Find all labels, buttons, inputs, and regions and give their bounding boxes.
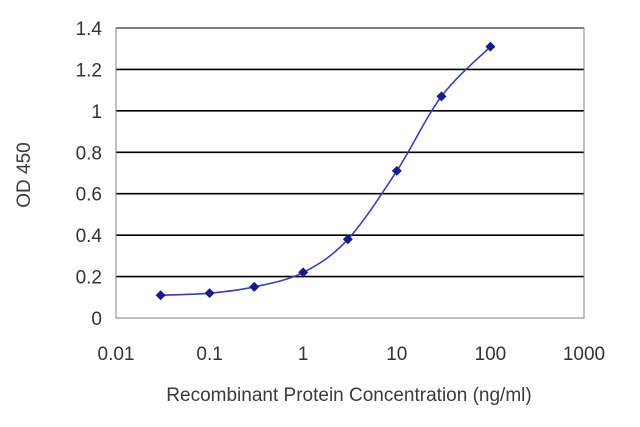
y-tick-label: 0.2 [76, 268, 102, 289]
y-tick-label: 0.6 [76, 185, 102, 206]
y-tick-label: 0.8 [76, 143, 102, 164]
x-tick-label: 100 [475, 344, 507, 365]
y-tick-label: 1 [91, 102, 102, 123]
data-point-marker [204, 288, 215, 299]
x-tick-label: 0.1 [196, 344, 222, 365]
data-point-marker [249, 281, 260, 292]
x-tick-label: 0.01 [98, 344, 135, 365]
x-tick-label: 10 [386, 344, 407, 365]
y-tick-label: 1.4 [76, 19, 103, 40]
series [155, 41, 496, 301]
y-tick-label: 1.2 [76, 60, 102, 81]
series-line [160, 46, 491, 297]
x-axis-title: Recombinant Protein Concentration (ng/ml… [166, 385, 531, 406]
y-axis-title: OD 450 [14, 142, 35, 207]
tick-labels: 0 0.2 0.4 0.6 0.8 1 1.2 1.4 0.01 0.1 1 10 100 1000 [76, 19, 606, 365]
data-point-marker [436, 91, 447, 102]
data-point-marker [342, 234, 353, 245]
data-point-marker [155, 290, 166, 301]
y-tick-label: 0 [91, 309, 102, 330]
plot-area-frame [115, 27, 585, 319]
data-point-marker [391, 165, 402, 176]
data-point-marker [298, 267, 309, 278]
x-tick-label: 1 [298, 344, 309, 365]
x-tick-label: 1000 [563, 344, 605, 365]
data-point-marker [485, 41, 496, 52]
y-tick-label: 0.4 [76, 226, 103, 247]
